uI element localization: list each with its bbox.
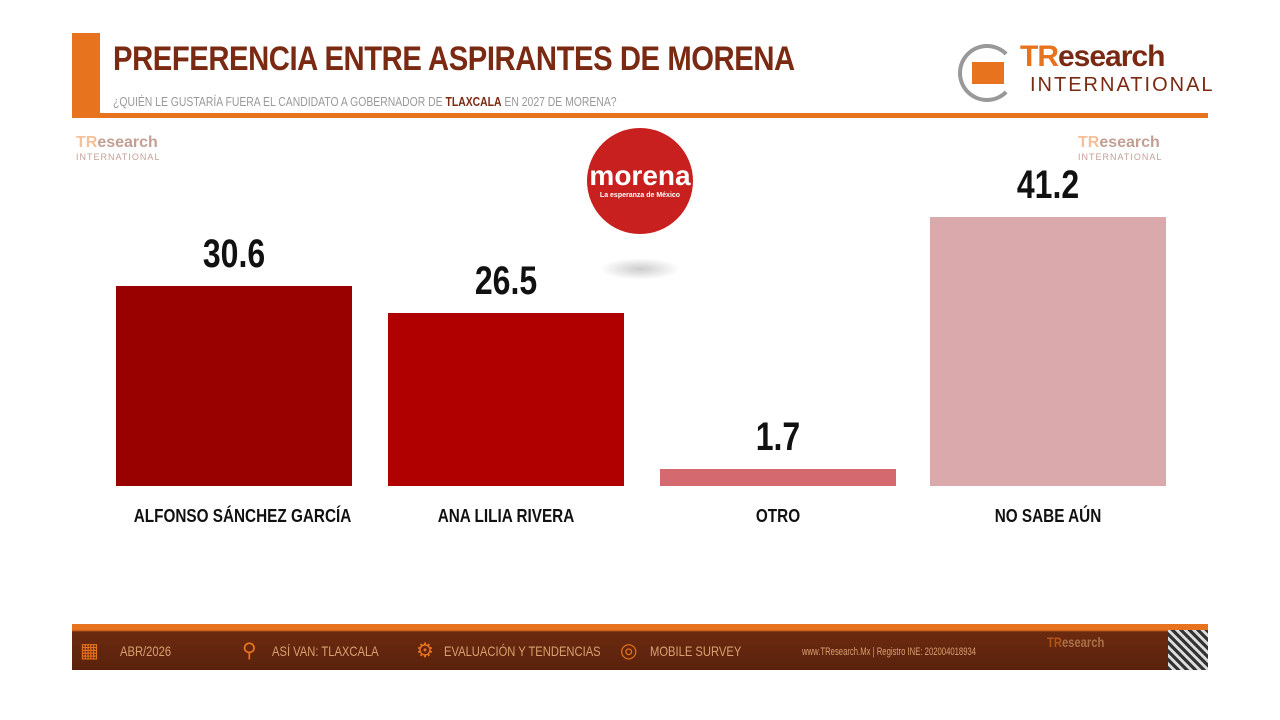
morena-logo: morena La esperanza de México bbox=[587, 128, 693, 234]
qr-code bbox=[1168, 630, 1208, 670]
bar-2 bbox=[660, 468, 896, 486]
page-subtitle: ¿QUIÉN LE GUSTARÍA FUERA EL CANDIDATO A … bbox=[113, 94, 617, 109]
page-title: PREFERENCIA ENTRE ASPIRANTES DE MORENA bbox=[113, 40, 795, 78]
bar-3 bbox=[930, 217, 1166, 486]
chart-logo-icon bbox=[958, 44, 1016, 102]
footer-date: ABR/2026 bbox=[120, 643, 172, 659]
category-label: NO SABE AÚN bbox=[994, 506, 1102, 526]
category-label: OTRO bbox=[755, 506, 801, 526]
bar-1 bbox=[388, 312, 624, 486]
data-label: 1.7 bbox=[755, 414, 801, 459]
tresearch-logo: TResearch INTERNATIONAL bbox=[958, 40, 1213, 108]
logo-shadow bbox=[600, 258, 680, 280]
footer-location: ASÍ VAN: TLAXCALA bbox=[272, 643, 379, 659]
footer-logo: TResearch bbox=[1047, 634, 1105, 650]
watermark-logo-right: TResearch INTERNATIONAL bbox=[1078, 134, 1163, 162]
footer-survey: MOBILE SURVEY bbox=[650, 643, 742, 659]
category-label: ANA LILIA RIVERA bbox=[437, 506, 575, 526]
footer-eval: EVALUACIÓN Y TENDENCIAS bbox=[444, 643, 601, 659]
evaluation-icon: ⚙ bbox=[416, 640, 434, 662]
footer-bar: ▦ ABR/2026 ⚲ ASÍ VAN: TLAXCALA ⚙ EVALUAC… bbox=[72, 624, 1208, 670]
bar-0 bbox=[116, 286, 352, 486]
survey-icon: ◎ bbox=[620, 640, 638, 662]
header-divider bbox=[72, 113, 1208, 118]
data-label: 26.5 bbox=[474, 258, 538, 303]
location-icon: ⚲ bbox=[242, 640, 257, 662]
calendar-icon: ▦ bbox=[80, 640, 99, 662]
title-accent-bar bbox=[72, 33, 100, 115]
data-label: 41.2 bbox=[1016, 163, 1080, 207]
data-label: 30.6 bbox=[202, 232, 266, 277]
category-label: ALFONSO SÁNCHEZ GARCÍA bbox=[133, 506, 352, 526]
footer-registry: www.TResearch.Mx | Registro INE: 2020040… bbox=[802, 646, 977, 658]
watermark-logo-left: TResearch INTERNATIONAL bbox=[76, 134, 161, 162]
